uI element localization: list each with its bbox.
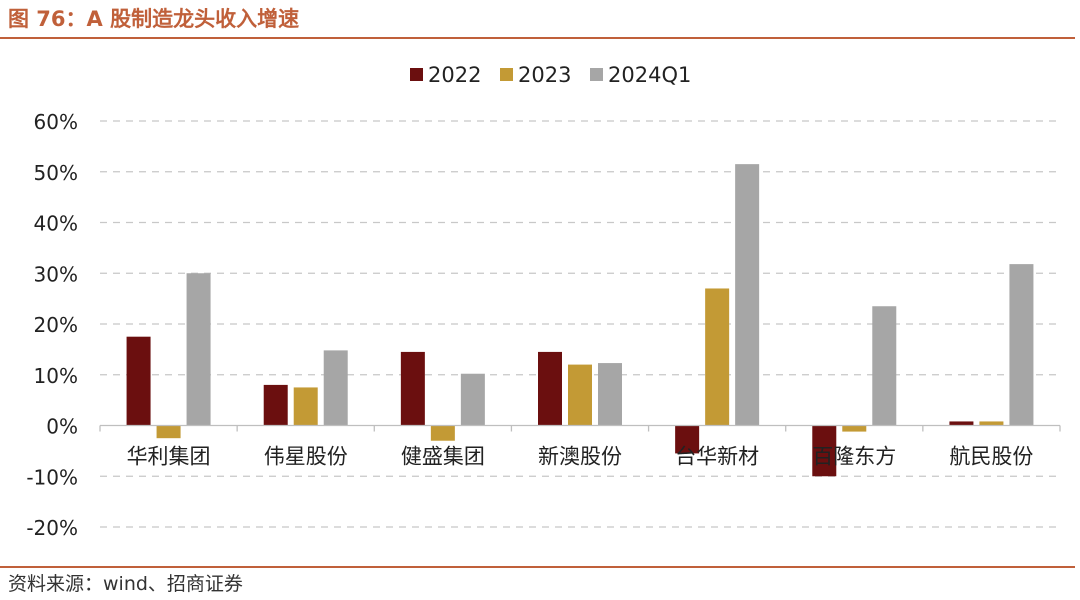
y-tick-label: 50% — [34, 161, 78, 185]
x-axis-tick-labels: 华利集团 伟星股份 健盛集团 新澳股份 台华新材 百隆东方 航民股份 — [127, 445, 1034, 469]
bar-2024Q1-百隆东方 — [872, 306, 897, 426]
y-tick-label: 60% — [34, 110, 78, 134]
bars — [126, 164, 1034, 477]
legend-label: 2024Q1 — [608, 63, 691, 87]
legend-swatch-2022 — [410, 68, 423, 81]
bar-2023-百隆东方 — [842, 425, 867, 432]
legend: 2022 2023 2024Q1 — [410, 63, 691, 87]
legend-label: 2023 — [518, 63, 571, 87]
bar-2022-华利集团 — [126, 336, 151, 426]
bar-2023-航民股份 — [979, 421, 1004, 426]
x-tick-label: 百隆东方 — [812, 445, 896, 469]
bar-2024Q1-航民股份 — [1009, 264, 1034, 426]
bottom-divider — [0, 566, 1075, 568]
bar-2024Q1-伟星股份 — [323, 350, 348, 426]
bar-2024Q1-健盛集团 — [460, 373, 485, 426]
x-tick-label: 健盛集团 — [401, 445, 485, 469]
y-axis-tick-labels: 60% 50% 40% 30% 20% 10% 0% -10% -20% — [26, 110, 78, 540]
bar-2023-伟星股份 — [293, 387, 318, 426]
legend-swatch-2024Q1 — [590, 68, 603, 81]
title-divider — [0, 37, 1075, 39]
x-axis-line — [99, 424, 1061, 432]
bar-2022-百隆东方 — [812, 425, 837, 477]
x-tick-label: 华利集团 — [127, 445, 211, 469]
figure-title: 图 76：A 股制造龙头收入增速 — [8, 7, 300, 31]
bar-2024Q1-新澳股份 — [598, 363, 622, 426]
y-tick-label: -10% — [26, 465, 78, 489]
bar-2024Q1-台华新材 — [735, 164, 760, 426]
bar-2022-健盛集团 — [400, 351, 425, 426]
x-tick-label: 伟星股份 — [264, 445, 348, 469]
y-tick-label: 40% — [34, 212, 78, 236]
y-tick-label: 20% — [34, 313, 78, 337]
source-note: 资料来源：wind、招商证券 — [8, 573, 243, 595]
bar-chart: 60% 50% 40% 30% 20% 10% 0% -10% -20% 华利集团 伟星股份 健盛集… — [26, 63, 1061, 540]
bar-2023-台华新材 — [705, 288, 730, 426]
bar-2022-航民股份 — [949, 421, 974, 426]
x-tick-label: 航民股份 — [949, 445, 1033, 469]
y-tick-label: 0% — [46, 415, 78, 439]
y-tick-label: 30% — [34, 262, 78, 286]
bar-2022-新澳股份 — [538, 351, 562, 426]
bar-2023-华利集团 — [156, 425, 181, 439]
y-tick-label: -20% — [26, 516, 78, 540]
legend-swatch-2023 — [500, 68, 513, 81]
gridlines — [100, 120, 1060, 528]
bar-2022-台华新材 — [675, 425, 700, 454]
x-tick-label: 台华新材 — [675, 445, 759, 469]
bar-2024Q1-华利集团 — [186, 273, 211, 426]
y-tick-label: 10% — [34, 364, 78, 388]
x-tick-label: 新澳股份 — [538, 445, 622, 469]
legend-label: 2022 — [428, 63, 481, 87]
bar-2022-伟星股份 — [263, 384, 288, 426]
bar-2023-新澳股份 — [568, 364, 592, 426]
bar-2023-健盛集团 — [430, 425, 455, 441]
